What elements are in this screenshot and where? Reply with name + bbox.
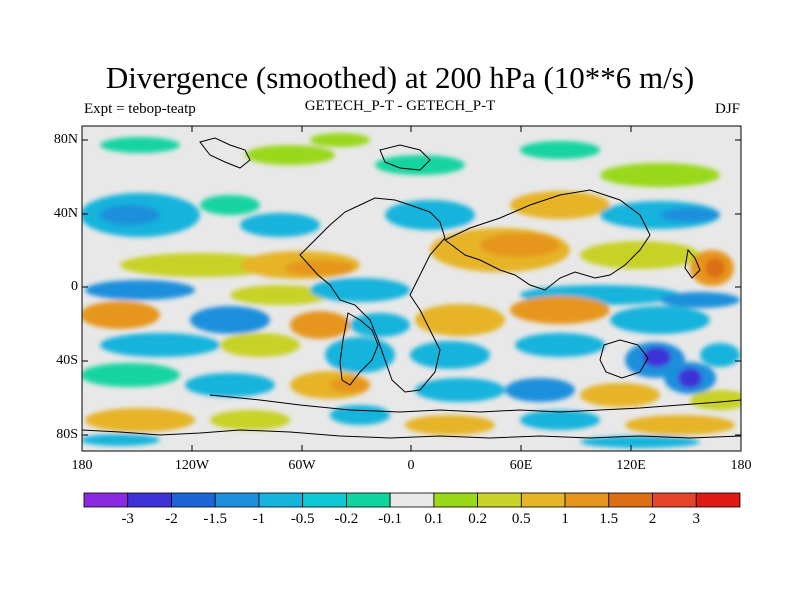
colorbar-swatch — [258, 492, 304, 508]
colorbar-label: -0.1 — [378, 511, 402, 527]
x-tick-180e: 180 — [730, 458, 752, 473]
colorbar-swatch — [695, 492, 741, 508]
colorbar-swatch — [345, 492, 391, 508]
colorbar-swatch — [477, 492, 522, 508]
y-tick-80n: 80N — [53, 132, 78, 147]
colorbar-swatch — [520, 492, 566, 508]
colorbar-label: 2 — [648, 511, 657, 527]
y-tick-0: 0 — [71, 279, 78, 294]
x-tick-60e: 60E — [509, 458, 533, 473]
colorbar-swatch — [171, 492, 216, 508]
colorbar-label: -1.5 — [203, 511, 228, 527]
colorbar-label: -0.5 — [290, 511, 315, 527]
colorbar-label: 0.5 — [511, 511, 531, 527]
colorbar-label: 3 — [692, 511, 701, 527]
colorbar-label: 1.5 — [599, 511, 619, 527]
colorbar-label: -0.2 — [334, 511, 359, 527]
y-tick-marks — [82, 139, 741, 436]
colorbar-swatch — [83, 492, 129, 508]
colorbar-label: -1 — [252, 511, 266, 527]
colorbar-label: -2 — [165, 511, 178, 527]
x-tick-180w: 180 — [71, 458, 93, 473]
colorbar-swatch — [214, 492, 260, 508]
model-label: GETECH_P-T - GETECH_P-T — [304, 98, 496, 114]
experiment-label: Expt = tebop-teatp — [84, 101, 196, 117]
y-tick-40s: 40S — [56, 353, 78, 368]
x-tick-60w: 60W — [288, 458, 316, 473]
y-tick-80s: 80S — [56, 427, 78, 442]
coastlines — [82, 137, 741, 439]
x-tick-0: 0 — [407, 458, 415, 473]
colorbar-label: -3 — [121, 511, 134, 527]
y-tick-40n: 40N — [53, 206, 78, 221]
divergence-field — [82, 133, 741, 448]
season-label: DJF — [714, 101, 740, 117]
colorbar-swatch — [302, 492, 347, 508]
x-tick-120e: 120E — [616, 458, 646, 473]
colorbar-label: 1 — [561, 511, 569, 527]
colorbar-label: 0.2 — [468, 511, 487, 527]
colorbar-swatch — [433, 492, 478, 508]
colorbar-swatch — [652, 492, 697, 508]
colorbar-swatch — [608, 492, 653, 508]
x-tick-120w: 120W — [174, 458, 210, 473]
x-tick-marks — [191, 126, 632, 451]
colorbar-swatch — [389, 492, 435, 508]
colorbar — [83, 492, 741, 508]
colorbar-label: 0.1 — [424, 511, 444, 527]
colorbar-swatch — [127, 492, 172, 508]
map-title: Divergence (smoothed) at 200 hPa (10**6 … — [105, 60, 695, 95]
colorbar-swatch — [564, 492, 610, 508]
